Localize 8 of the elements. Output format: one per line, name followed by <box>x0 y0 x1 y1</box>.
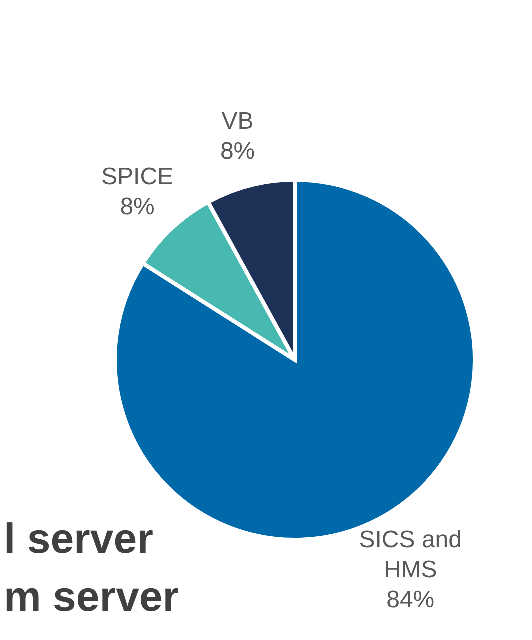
text: m server <box>4 573 180 620</box>
slice-label: SICS and HMS <box>359 526 462 584</box>
data-label: 84% <box>386 586 435 614</box>
slice-label: SPICE <box>102 163 174 190</box>
data-label: 8% <box>120 193 155 220</box>
text: l server <box>4 515 154 562</box>
slice-label: VB <box>222 108 254 136</box>
data-label: 8% <box>220 138 256 166</box>
